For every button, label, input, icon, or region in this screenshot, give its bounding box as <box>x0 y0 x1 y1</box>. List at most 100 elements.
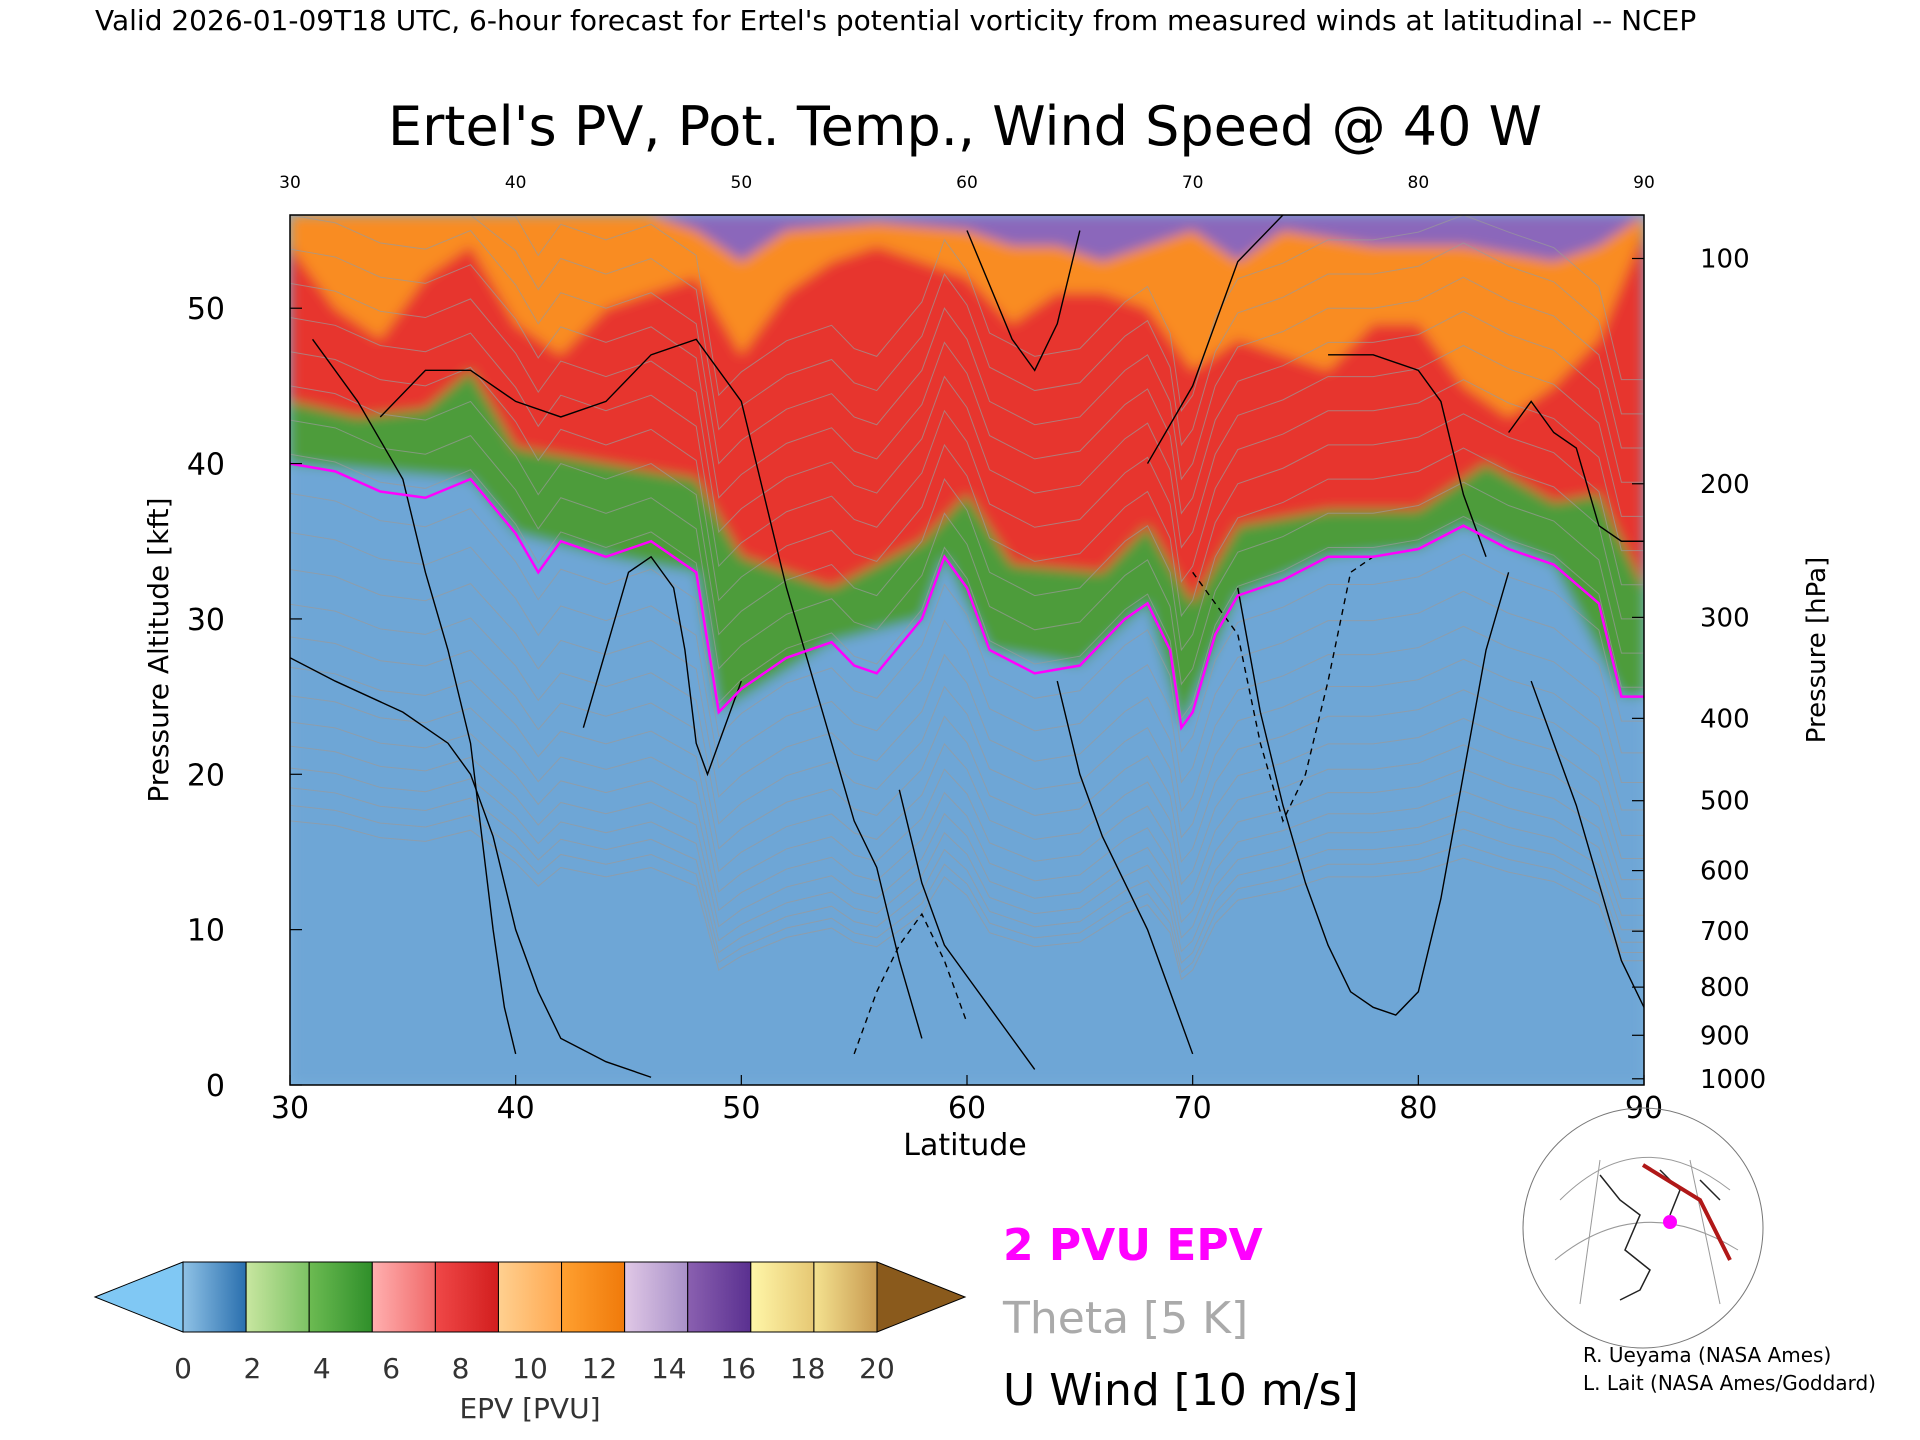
top-tick-label: 50 <box>731 173 753 193</box>
pv-bands <box>290 215 1644 1085</box>
theta-contour <box>290 603 1644 839</box>
credit-ueyama: R. Ueyama (NASA Ames) <box>1583 1343 1831 1367</box>
x-tick-label: 40 <box>497 1091 535 1126</box>
x-tick-label: 50 <box>722 1091 760 1126</box>
colorbar-segment <box>561 1261 626 1333</box>
tropopause-2pvu-line <box>290 462 1644 731</box>
u-wind-contour <box>1237 572 1510 1016</box>
x-tick-label: 70 <box>1174 1091 1212 1126</box>
theta-contour <box>290 248 1644 515</box>
y-axis-label: Pressure Altitude [kft] <box>142 497 175 802</box>
theta-contour <box>290 453 1644 720</box>
top-tick-label: 40 <box>505 173 527 193</box>
y-tick-label: 20 <box>187 758 225 793</box>
colorbar-segment <box>245 1261 310 1333</box>
y-tick-label: 30 <box>187 603 225 638</box>
legend-uwind: U Wind [10 m/s] <box>1003 1365 1359 1416</box>
u-wind-contour <box>966 230 1081 372</box>
theta-contour <box>290 215 1644 447</box>
top-tick-label: 60 <box>956 173 978 193</box>
pv-band-troposphere <box>290 463 1644 1085</box>
u-wind-contour <box>582 555 742 777</box>
u-wind-contour <box>1508 400 1644 542</box>
pressure-tick-label: 500 <box>1700 787 1750 817</box>
u-wind-contour <box>312 338 517 1055</box>
theta-contour <box>290 767 1644 953</box>
credit-lait: L. Lait (NASA Ames/Goddard) <box>1583 1371 1876 1395</box>
legend-2pvu: 2 PVU EPV <box>1003 1220 1263 1271</box>
pressure-tick-label: 600 <box>1700 857 1750 887</box>
colorbar-segment <box>624 1261 689 1333</box>
theta-contour <box>290 820 1644 981</box>
colorbar-tick-label: 18 <box>790 1352 826 1385</box>
u-wind-contour-negative <box>853 912 968 1055</box>
theta-contour <box>290 568 1644 813</box>
theta-contour <box>290 804 1644 974</box>
theta-contour <box>290 492 1644 753</box>
colorbar-segment <box>497 1261 563 1333</box>
chart-title: Ertel's PV, Pot. Temp., Wind Speed @ 40 … <box>388 95 1542 158</box>
top-tick-label: 90 <box>1633 173 1655 193</box>
u-wind-contour <box>1530 680 1644 1008</box>
top-tick-label: 30 <box>279 173 301 193</box>
theta-contour <box>290 385 1644 652</box>
pressure-tick-label: 1000 <box>1700 1065 1766 1095</box>
colorbar-under-arrow <box>93 1261 184 1333</box>
theta-contour <box>290 695 1644 906</box>
colorbar-segment <box>687 1261 752 1333</box>
x-tick-label: 30 <box>271 1091 309 1126</box>
theta-contour <box>290 351 1644 618</box>
colorbar-tick-label: 14 <box>651 1352 687 1385</box>
theta-contour <box>290 721 1644 924</box>
pressure-axis: 1000 900 800 700 600 500 400 300 200 100 <box>1632 245 1766 1095</box>
valid-time-header: Valid 2026-01-09T18 UTC, 6-hour forecast… <box>95 4 1696 37</box>
colorbar-tick-label: 10 <box>512 1352 548 1385</box>
u-wind-contour-negative <box>1192 556 1374 823</box>
y-axis: 0 10 20 30 40 50 <box>187 292 302 1104</box>
pressure-tick-label: 800 <box>1700 973 1750 1003</box>
u-wind-contour <box>1056 680 1194 1055</box>
theta-contour <box>290 531 1644 784</box>
u-wind-contour <box>1328 354 1487 558</box>
colorbar-over-arrow <box>876 1261 967 1333</box>
plot-area <box>290 215 1644 1085</box>
colorbar-segment <box>308 1261 373 1333</box>
y-tick-label: 10 <box>187 914 225 949</box>
u-wind-contour <box>290 657 652 1078</box>
pressure-tick-label: 900 <box>1700 1021 1750 1051</box>
top-tick-label: 70 <box>1182 173 1204 193</box>
x-tick-label: 60 <box>948 1091 986 1126</box>
colorbar-tick-label: 12 <box>582 1352 618 1385</box>
colorbar-tick-label: 8 <box>452 1352 470 1385</box>
pressure-tick-label: 200 <box>1700 470 1750 500</box>
x-tick-label: 80 <box>1399 1091 1437 1126</box>
pressure-tick-label: 400 <box>1700 704 1750 734</box>
colorbar-tick-label: 20 <box>859 1352 895 1385</box>
colorbar: 0 2 4 6 8 10 12 14 16 18 20 <box>93 1261 967 1385</box>
pressure-tick-label: 100 <box>1700 245 1750 275</box>
u-wind-contour <box>379 338 923 1039</box>
pressure-axis-label: Pressure [hPa] <box>1802 557 1832 744</box>
theta-contour <box>290 666 1644 886</box>
u-wind-contour <box>898 789 1036 1070</box>
u-wind-contours <box>290 215 1644 1078</box>
theta-contours <box>290 215 1644 981</box>
theta-contour <box>290 787 1644 964</box>
colorbar-segment <box>371 1261 436 1333</box>
pressure-tick-label: 300 <box>1700 603 1750 633</box>
top-tick-label: 80 <box>1408 173 1430 193</box>
colorbar-label: EPV [PVU] <box>459 1392 600 1425</box>
colorbar-tick-label: 6 <box>382 1352 400 1385</box>
theta-contour <box>290 636 1644 863</box>
colorbar-segment <box>813 1261 878 1333</box>
theta-contour <box>290 215 1644 481</box>
legend-theta: Theta [5 K] <box>1002 1293 1248 1344</box>
theta-contour <box>290 745 1644 939</box>
theta-contour <box>290 215 1644 413</box>
y-tick-label: 40 <box>187 448 225 483</box>
colorbar-tick-label: 16 <box>720 1352 756 1385</box>
top-axis: 30 40 50 60 70 80 90 <box>279 173 1655 193</box>
x-axis-label: Latitude <box>903 1128 1026 1163</box>
y-tick-label: 50 <box>187 292 225 327</box>
theta-contour <box>290 282 1644 549</box>
